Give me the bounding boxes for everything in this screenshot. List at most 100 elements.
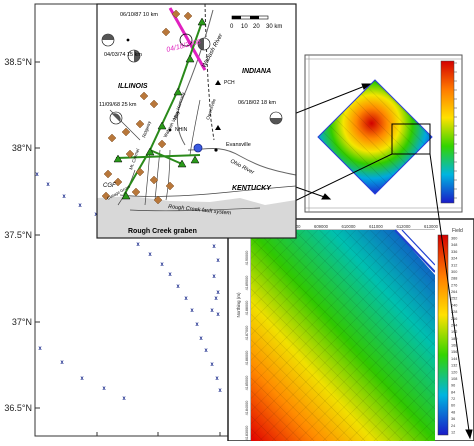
state-border-il-in <box>204 4 215 141</box>
event-label-1987: 06/10/87 10 km <box>120 12 158 18</box>
focal-mechanisms <box>101 33 283 125</box>
zoom-colorbar-tick-label: 360 <box>451 237 457 241</box>
zoom-y-tick-label: 4186000 <box>245 351 249 366</box>
label-ridgway: Ridgway <box>141 120 152 139</box>
zoom-colorbar-tick-label: 84 <box>451 390 455 394</box>
station-label-nhin: NHIN <box>175 127 188 133</box>
station-marker: x <box>78 203 82 209</box>
zoom-colorbar-tick-label: 180 <box>451 337 457 341</box>
zoom-colorbar-tick-label: 288 <box>451 277 457 281</box>
event-label-1968: 11/09/68 25 km <box>99 102 137 108</box>
station-marker: x <box>160 262 164 268</box>
slice-colorbar <box>440 60 455 204</box>
inset-map: ILLINOIS INDIANA KENTUCKY Wabash River O… <box>96 3 297 239</box>
study-area-marker <box>193 143 203 153</box>
zoom-colorbar-tick-label: 144 <box>451 357 457 361</box>
zoom-colorbar-tick-label: 264 <box>451 290 457 294</box>
zoom-colorbar-tick-label: 60 <box>451 404 455 408</box>
wabash-river <box>177 9 214 146</box>
zoom-colorbar-tick-label: 300 <box>451 270 457 274</box>
station-triangles <box>113 17 207 200</box>
station-marker: x <box>102 386 106 392</box>
zoom-y-tick-label: 4190000 <box>245 251 249 266</box>
station-marker: x <box>38 346 42 352</box>
city-label-pch: PCH <box>224 80 235 86</box>
panel-velocity-slice <box>304 54 463 213</box>
lat-label: 37.5°N <box>4 230 32 240</box>
station-marker: x <box>94 212 98 218</box>
zoom-colorbar-tick-label: 132 <box>451 364 457 368</box>
zoom-colorbar-tick-label: 228 <box>451 310 457 314</box>
station-marker: x <box>210 362 214 368</box>
zoom-y-tick-label: 4185000 <box>245 376 249 391</box>
state-label-indiana: INDIANA <box>242 68 271 75</box>
station-marker: x <box>136 242 140 248</box>
zoom-y-tick-label: 4188000 <box>245 301 249 316</box>
station-marker: x <box>80 376 84 382</box>
station-marker: x <box>184 296 188 302</box>
zoom-colorbar-tick-label: 108 <box>451 377 457 381</box>
station-marker: x <box>216 258 220 264</box>
zoom-x-tick-label: 613000 <box>424 224 439 229</box>
station-marker: x <box>168 272 172 278</box>
zoom-colorbar-tick-label: 156 <box>451 350 457 354</box>
zoom-colorbar-tick-label: 12 <box>451 431 455 435</box>
zoom-colorbar-tick-label: 24 <box>451 424 455 428</box>
lat-label: 38.5°N <box>4 57 32 67</box>
label-cgf: CGF <box>103 183 116 189</box>
zoom-colorbar-tick-label: 72 <box>451 397 455 401</box>
zoom-colorbar-tick-label: 48 <box>451 410 455 414</box>
zoom-colorbar-tick-label: 168 <box>451 344 457 348</box>
station-marker: x <box>35 172 39 178</box>
inset-frame <box>96 3 297 239</box>
station-marker: x <box>60 360 64 366</box>
zoom-colorbar-tick-label: 120 <box>451 370 457 374</box>
scale-bar: 0 10 20 30 km <box>230 15 282 30</box>
station-marker: x <box>62 194 66 200</box>
station-marker: x <box>190 308 194 314</box>
station-marker: x <box>199 336 203 342</box>
station-marker: x <box>212 274 216 280</box>
zoom-y-tick-label: 4187000 <box>245 326 249 341</box>
zoom-colorbar-title: Field <box>452 228 463 234</box>
station-marker: x <box>122 396 126 402</box>
zoom-x-tick-label: 612000 <box>397 224 412 229</box>
event-label-1974: 04/03/74 15 km <box>104 52 142 58</box>
zoom-colorbar-tick-label: 324 <box>451 257 457 261</box>
zoom-colorbar-tick-label: 252 <box>451 297 457 301</box>
zoom-colorbar-tick-label: 192 <box>451 330 457 334</box>
station-marker: x <box>204 348 208 354</box>
panel-zoomed-field: 6070006080006090006100006110006120006130… <box>227 218 474 442</box>
station-marker: x <box>218 388 222 394</box>
station-marker: x <box>210 308 214 314</box>
ohio-river <box>187 148 296 176</box>
zoom-x-tick-label: 609000 <box>314 224 329 229</box>
zoom-colorbar-tick-label: 336 <box>451 250 457 254</box>
station-marker: x <box>214 296 218 302</box>
city-label-evansville: Evansville <box>226 142 251 148</box>
station-marker: x <box>216 312 220 318</box>
scale-tick-30: 30 km <box>266 24 282 30</box>
label-rough-creek-graben: Rough Creek graben <box>128 228 197 235</box>
zoom-y-tick-label: 4189000 <box>245 276 249 291</box>
station-marker: x <box>212 244 216 250</box>
station-marker: x <box>216 290 220 296</box>
zoom-y-tick-label: 4184000 <box>245 401 249 416</box>
station-markers: xxxxxxxxxxxxxxxxxxxxxxxxxxxxxxxx <box>35 172 222 402</box>
scale-tick-0: 0 <box>230 24 234 30</box>
zoom-colorbar-tick-label: 312 <box>451 263 457 267</box>
epicenter-circle <box>179 33 193 47</box>
lat-label: 38°N <box>12 143 32 153</box>
event-label-2002: 06/18/02 18 km <box>238 100 276 106</box>
label-owensville: Owensville <box>205 98 217 121</box>
zoom-colorbar-tick-label: 240 <box>451 303 457 307</box>
zoom-colorbar-tick-label: 96 <box>451 384 455 388</box>
zoom-x-tick-label: 611000 <box>369 224 383 229</box>
wabash-magenta-line <box>168 7 207 71</box>
station-marker: x <box>215 376 219 382</box>
zoom-colorbar-tick-label: 216 <box>451 317 457 321</box>
station-marker: x <box>195 322 199 328</box>
zoom-x-tick-label: 610000 <box>342 224 357 229</box>
